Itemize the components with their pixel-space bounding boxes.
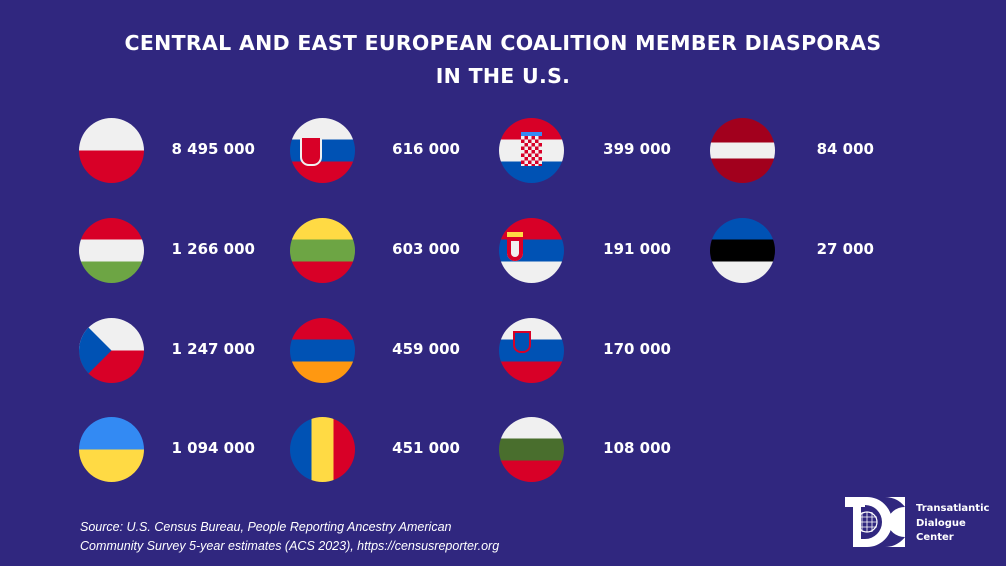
lithuania-flag-icon [290, 218, 355, 283]
czechia-flag-icon [79, 318, 144, 383]
diaspora-item-serbia: 191 000 [499, 218, 671, 284]
croatian-checkerboard-icon [521, 132, 542, 166]
diaspora-item-lithuania: 603 000 [290, 218, 460, 284]
armenia-flag-icon [290, 318, 355, 383]
logo-text: Transatlantic Dialogue Center [916, 502, 989, 546]
slovenian-coat-of-arms-icon [513, 331, 531, 353]
source-line-1: Source: U.S. Census Bureau, People Repor… [80, 520, 452, 534]
diaspora-count: 108 000 [603, 439, 671, 457]
diaspora-count: 616 000 [392, 140, 460, 158]
bulgaria-flag-icon [499, 417, 564, 482]
logo-line-2: Dialogue [916, 517, 966, 529]
diaspora-count: 8 495 000 [171, 140, 255, 158]
infographic-title: CENTRAL AND EAST EUROPEAN COALITION MEMB… [0, 27, 1006, 93]
diaspora-item-armenia: 459 000 [290, 318, 460, 384]
diaspora-count: 399 000 [603, 140, 671, 158]
latvia-flag-icon [710, 118, 775, 183]
diaspora-count: 191 000 [603, 240, 671, 258]
diaspora-count: 170 000 [603, 340, 671, 358]
flag-triangle [79, 318, 112, 383]
diaspora-item-slovenia: 170 000 [499, 318, 671, 384]
logo-line-1: Transatlantic [916, 503, 990, 514]
diaspora-count: 603 000 [392, 240, 460, 258]
title-line-2: IN THE U.S. [435, 64, 571, 88]
diaspora-item-slovakia: 616 000 [290, 118, 460, 184]
diaspora-item-bulgaria: 108 000 [499, 417, 671, 483]
serbia-flag-icon [499, 218, 564, 283]
source-line-2: Community Survey 5-year estimates (ACS 2… [80, 539, 500, 553]
romania-flag-icon [290, 417, 355, 482]
diaspora-count: 1 247 000 [171, 340, 255, 358]
tdc-logo-icon [845, 497, 905, 547]
croatia-flag-icon [499, 118, 564, 183]
hungary-flag-icon [79, 218, 144, 283]
poland-flag-icon [79, 118, 144, 183]
logo-line-3: Center [916, 532, 954, 543]
diaspora-count: 84 000 [816, 140, 874, 158]
diaspora-count: 451 000 [392, 439, 460, 457]
diaspora-item-poland: 8 495 000 [79, 118, 255, 184]
diaspora-count: 1 266 000 [171, 240, 255, 258]
diaspora-count: 459 000 [392, 340, 460, 358]
diaspora-item-ukraine: 1 094 000 [79, 417, 255, 483]
estonia-flag-icon [710, 218, 775, 283]
diaspora-item-czechia: 1 247 000 [79, 318, 255, 384]
slovenia-flag-icon [499, 318, 564, 383]
ukraine-flag-icon [79, 417, 144, 482]
diaspora-count: 27 000 [816, 240, 874, 258]
diaspora-item-croatia: 399 000 [499, 118, 671, 184]
diaspora-item-estonia: 27 000 [710, 218, 874, 284]
title-line-1: CENTRAL AND EAST EUROPEAN COALITION MEMB… [124, 31, 882, 55]
slovak-coat-of-arms-icon [300, 136, 322, 166]
diaspora-count: 1 094 000 [171, 439, 255, 457]
serbian-coat-of-arms-icon [507, 232, 523, 261]
source-note: Source: U.S. Census Bureau, People Repor… [80, 518, 499, 556]
slovakia-flag-icon [290, 118, 355, 183]
diaspora-item-latvia: 84 000 [710, 118, 874, 184]
diaspora-item-romania: 451 000 [290, 417, 460, 483]
diaspora-item-hungary: 1 266 000 [79, 218, 255, 284]
